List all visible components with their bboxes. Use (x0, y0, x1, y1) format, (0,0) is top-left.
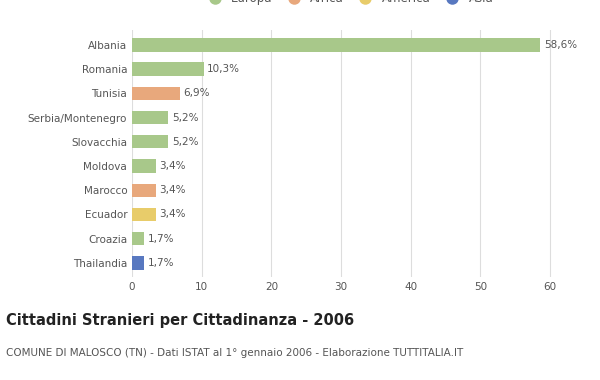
Bar (132, 62, 204, 76)
Bar (132, 208, 155, 221)
Text: 1,7%: 1,7% (148, 234, 174, 244)
Text: 3,4%: 3,4% (159, 209, 185, 219)
Text: Cittadini Stranieri per Cittadinanza - 2006: Cittadini Stranieri per Cittadinanza - 2… (6, 314, 354, 328)
Bar (132, 256, 144, 269)
Bar (132, 232, 144, 245)
Text: 5,2%: 5,2% (172, 137, 198, 147)
Text: 3,4%: 3,4% (159, 185, 185, 195)
Text: COMUNE DI MALOSCO (TN) - Dati ISTAT al 1° gennaio 2006 - Elaborazione TUTTITALIA: COMUNE DI MALOSCO (TN) - Dati ISTAT al 1… (6, 348, 463, 358)
Text: 10,3%: 10,3% (207, 64, 240, 74)
Text: 6,9%: 6,9% (184, 89, 210, 98)
Text: 1,7%: 1,7% (148, 258, 174, 268)
Bar (132, 87, 180, 100)
Bar (132, 38, 541, 52)
Text: 58,6%: 58,6% (544, 40, 577, 50)
Legend: Europa, Africa, America, Asia: Europa, Africa, America, Asia (203, 0, 493, 5)
Text: 5,2%: 5,2% (172, 112, 198, 123)
Bar (132, 111, 168, 124)
Bar (132, 159, 155, 173)
Text: 3,4%: 3,4% (159, 161, 185, 171)
Bar (132, 135, 168, 149)
Bar (132, 184, 155, 197)
